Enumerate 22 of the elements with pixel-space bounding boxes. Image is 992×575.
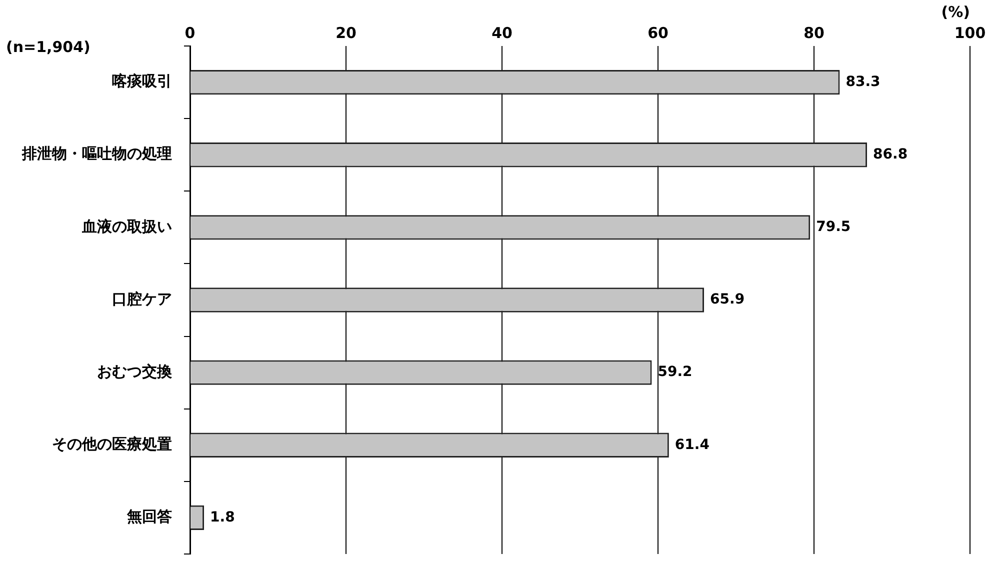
x-axis-title: (%) bbox=[941, 2, 970, 21]
x-tick-label: 20 bbox=[336, 24, 356, 42]
x-tick-label: 0 bbox=[184, 24, 196, 42]
y-tick-label: 口腔ケア bbox=[112, 290, 172, 308]
data-label: 79.5 bbox=[816, 219, 851, 236]
y-tick-label: 無回答 bbox=[126, 508, 172, 526]
y-tick-label: 血液の取扱い bbox=[81, 217, 172, 236]
y-tick-label: その他の医療処置 bbox=[52, 435, 172, 454]
y-tick-label: 喀痰吸引 bbox=[112, 72, 172, 90]
x-tick-label: 40 bbox=[492, 24, 512, 42]
data-label: 83.3 bbox=[846, 74, 880, 90]
x-tick-label: 60 bbox=[648, 24, 668, 42]
data-label: 65.9 bbox=[710, 292, 745, 308]
y-tick-label: 排泄物・嘔吐物の処理 bbox=[21, 144, 172, 163]
data-label: 1.8 bbox=[210, 509, 235, 526]
x-tick-label: 100 bbox=[954, 24, 986, 42]
text: (n=1,904) bbox=[6, 38, 90, 56]
data-label: 61.4 bbox=[674, 436, 710, 453]
data-label: 59.2 bbox=[658, 364, 692, 380]
x-tick-label: 80 bbox=[804, 24, 824, 42]
data-label: 86.8 bbox=[873, 146, 908, 162]
y-tick-label: おむつ交換 bbox=[97, 362, 173, 380]
